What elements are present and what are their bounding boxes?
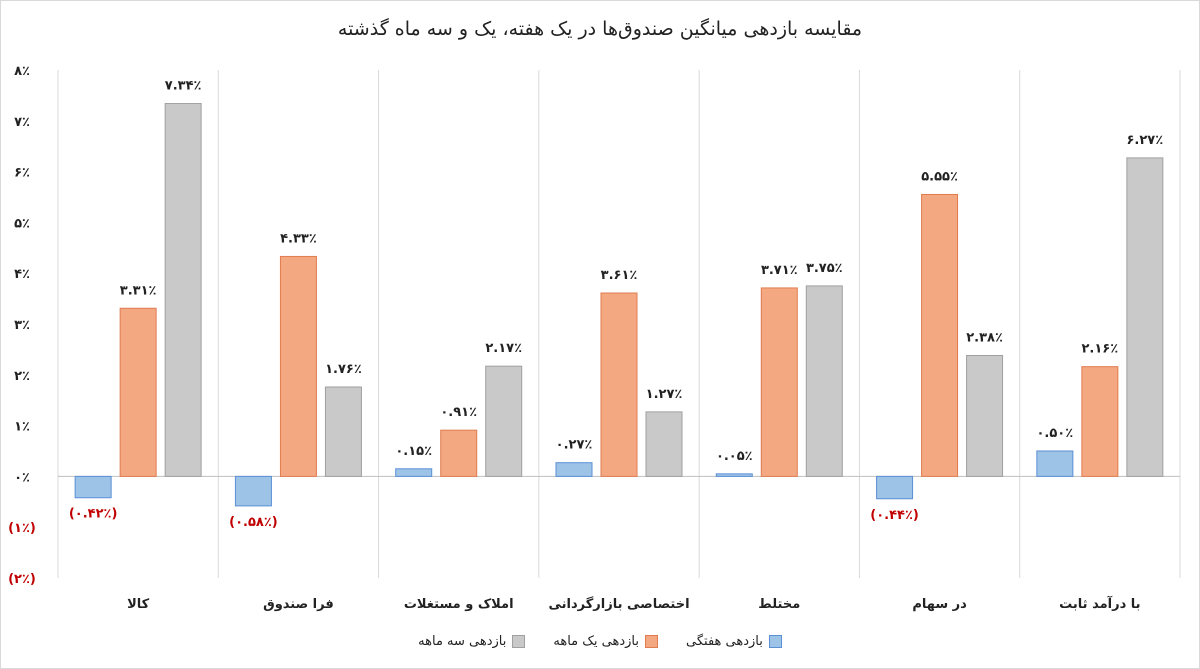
data-label: ۳.۷۵٪ — [806, 261, 843, 276]
data-label: (۰.۴۴٪) — [870, 508, 919, 523]
legend-swatch — [768, 635, 782, 648]
legend-label: بازدهی یک ماهه — [553, 634, 639, 649]
category-label: مختلط — [758, 597, 800, 612]
y-tick-label: ۲٪ — [14, 369, 30, 384]
y-tick-label: ۷٪ — [14, 115, 30, 130]
legend-item: بازدهی هفتگی — [686, 634, 782, 649]
bar — [966, 354, 1004, 477]
bar — [234, 475, 272, 507]
bar — [279, 255, 317, 477]
bar — [1081, 366, 1119, 477]
bar — [74, 475, 112, 499]
chart-title: مقایسه بازدهی میانگین صندوق‌ها در یک هفت… — [337, 18, 863, 40]
category-label: فرا صندوق — [263, 597, 334, 612]
category-separators — [57, 70, 1181, 578]
y-tick-label: ۵٪ — [14, 216, 30, 231]
y-axis-ticks: ۸٪ ۷٪ ۶٪ ۵٪ ۴٪ ۳٪ ۲٪ ۱٪ ۰٪ (۱٪) (۲٪) — [8, 64, 36, 587]
data-label: (۰.۴۲٪) — [69, 507, 118, 522]
data-label: ۵.۵۵٪ — [921, 169, 958, 184]
y-tick-label: ۴٪ — [14, 267, 30, 282]
legend-swatch — [645, 635, 658, 648]
bar — [645, 411, 683, 477]
data-label: ۳.۷۱٪ — [761, 263, 798, 278]
data-label: ۱.۲۷٪ — [646, 387, 683, 402]
data-label: ۰.۰۵٪ — [716, 449, 753, 464]
category-label: اختصاصی بازارگردانی — [548, 596, 689, 612]
legend-item: بازدهی یک ماهه — [553, 634, 658, 649]
bar — [921, 193, 959, 477]
y-tick-label: (۲٪) — [8, 572, 36, 587]
data-label: ۷.۳۴٪ — [165, 79, 202, 94]
data-label: ۲.۱۷٪ — [485, 341, 522, 356]
data-label: (۰.۵۸٪) — [229, 515, 278, 530]
bar — [555, 462, 593, 477]
data-label: ۰.۲۷٪ — [556, 438, 593, 453]
bar — [715, 473, 753, 477]
bar — [164, 103, 202, 477]
legend-label: بازدهی هفتگی — [686, 634, 763, 649]
legend-label: بازدهی سه ماهه — [418, 634, 507, 649]
y-tick-label: ۶٪ — [14, 166, 30, 181]
bar — [1126, 157, 1164, 477]
bar — [805, 285, 843, 477]
category-label: در سهام — [912, 597, 967, 612]
data-label: ۶.۲۷٪ — [1127, 133, 1164, 148]
legend-item: بازدهی سه ماهه — [418, 634, 526, 649]
legend: بازدهی هفتگی بازدهی یک ماهه بازدهی سه ماهه — [0, 634, 1200, 649]
y-tick-label: ۸٪ — [14, 64, 30, 79]
data-label: ۰.۵۰٪ — [1037, 426, 1074, 441]
y-tick-label: ۰٪ — [14, 470, 30, 485]
bar — [760, 287, 798, 477]
category-labels: کالا فرا صندوق املاک و مستغلات اختصاصی بازا… — [127, 595, 1140, 612]
category-label: املاک و مستغلات — [404, 597, 514, 612]
bar — [485, 365, 523, 477]
bar — [1036, 450, 1074, 477]
bar — [119, 307, 157, 477]
y-tick-label: (۱٪) — [8, 521, 36, 536]
y-tick-label: ۳٪ — [14, 318, 30, 333]
data-label: ۱.۷۶٪ — [325, 362, 362, 377]
data-label: ۰.۱۵٪ — [395, 444, 432, 459]
bar — [395, 468, 433, 477]
data-labels: (۰.۴۲٪) ۳.۳۱٪ ۷.۳۴٪ (۰.۵۸٪) ۴.۳۳٪ ۱.۷۶٪ ۰.۱۵٪ ۰… — [69, 79, 1163, 530]
bar — [876, 475, 914, 500]
data-label: ۲.۳۸٪ — [966, 330, 1003, 345]
data-label: ۴.۳۳٪ — [280, 231, 317, 246]
bar — [324, 386, 362, 477]
data-label: ۳.۳۱٪ — [120, 283, 157, 298]
data-label: ۰.۹۱٪ — [440, 405, 477, 420]
category-label: کالا — [127, 597, 150, 612]
bar — [440, 429, 478, 477]
data-label: ۳.۶۱٪ — [601, 268, 638, 283]
y-tick-label: ۱٪ — [14, 420, 30, 435]
bars — [74, 103, 1164, 507]
bar — [600, 292, 638, 477]
category-label: با درآمد ثابت — [1059, 595, 1140, 612]
legend-swatch — [512, 635, 526, 648]
data-label: ۲.۱۶٪ — [1082, 342, 1119, 357]
